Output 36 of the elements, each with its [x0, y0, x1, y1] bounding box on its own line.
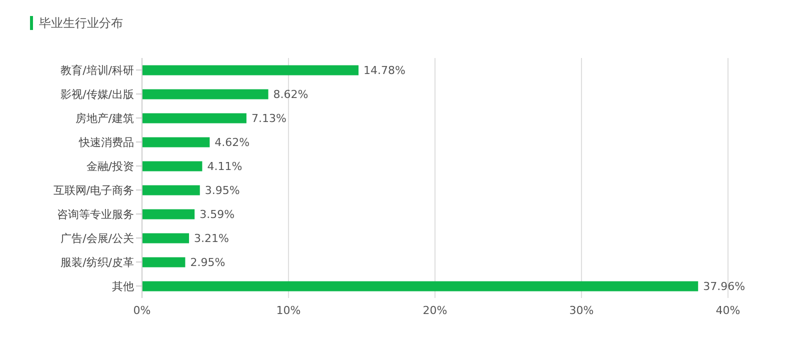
data-label: 3.21% — [194, 232, 229, 246]
x-tick-label: 10% — [276, 304, 301, 317]
y-tick-label: 金融/投资 — [86, 160, 134, 173]
y-tick-label: 教育/培训/科研 — [60, 64, 134, 77]
data-label: 37.96% — [703, 280, 746, 294]
data-label: 8.62% — [273, 88, 308, 102]
data-label: 2.95% — [190, 256, 226, 270]
bar — [142, 257, 186, 268]
x-tick-label: 20% — [422, 304, 448, 317]
y-tick-label: 咨询等专业服务 — [57, 208, 134, 221]
bar — [142, 89, 268, 100]
y-tick-label: 房地产/建筑 — [75, 112, 134, 125]
chart-title: 毕业生行业分布 — [30, 16, 123, 30]
y-tick-label: 影视/传媒/出版 — [60, 88, 134, 101]
x-tick-label: 0% — [133, 304, 151, 317]
bar — [142, 233, 190, 244]
y-tick-label: 互联网/电子商务 — [53, 184, 134, 197]
y-tick-label: 服装/纺织/皮革 — [60, 256, 134, 269]
bar — [142, 65, 359, 76]
bar — [142, 281, 698, 292]
bar — [142, 137, 210, 148]
data-label: 14.78% — [364, 64, 406, 78]
y-tick-label: 其他 — [112, 280, 134, 293]
data-label: 3.59% — [200, 208, 235, 222]
y-tick-label: 广告/会展/公关 — [60, 232, 134, 245]
data-label: 3.95% — [204, 184, 240, 198]
bar — [142, 209, 195, 220]
y-tick-label: 快速消费品 — [78, 136, 134, 149]
bar — [142, 161, 202, 172]
data-label: 4.11% — [207, 160, 242, 174]
bar — [142, 185, 200, 196]
x-tick-label: 30% — [569, 304, 594, 317]
data-label: 4.62% — [214, 136, 250, 150]
data-label: 7.13% — [251, 112, 286, 126]
x-tick-label: 40% — [716, 304, 740, 317]
bar — [142, 113, 246, 124]
